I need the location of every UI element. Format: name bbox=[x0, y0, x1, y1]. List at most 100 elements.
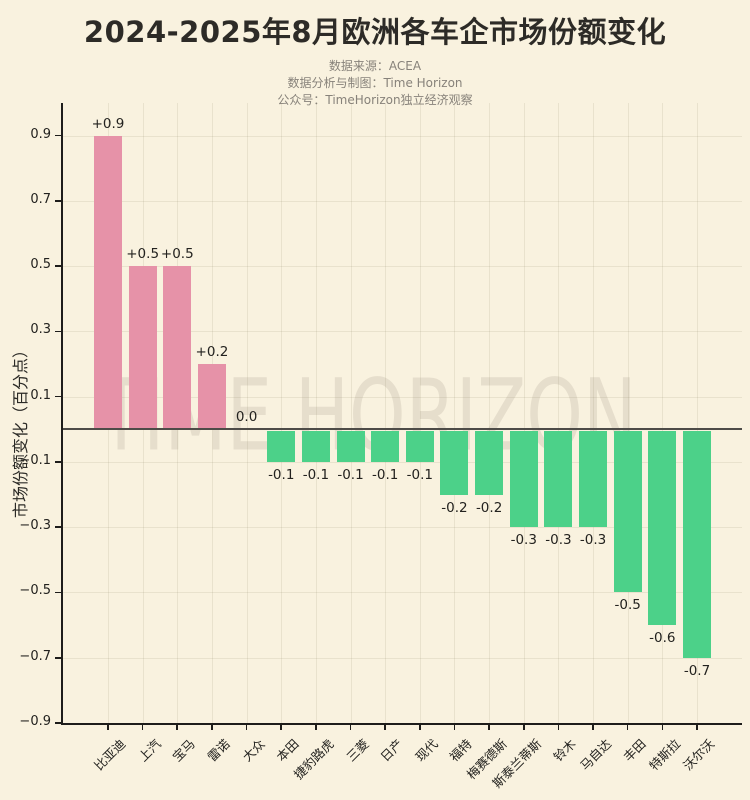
x-tick-label: 马自达 bbox=[576, 736, 614, 774]
v-gridline bbox=[419, 103, 421, 723]
bar-value-label: +0.9 bbox=[91, 115, 125, 132]
bar-negative bbox=[579, 431, 608, 528]
x-tick-mark bbox=[696, 725, 698, 730]
bar-value-label: -0.1 bbox=[268, 466, 295, 483]
v-gridline bbox=[662, 103, 664, 723]
x-tick-mark bbox=[211, 725, 213, 730]
h-gridline bbox=[63, 331, 742, 333]
bar-positive bbox=[94, 135, 122, 430]
bar-value-label: -0.2 bbox=[441, 499, 468, 516]
x-tick-label: 三菱 bbox=[342, 736, 372, 765]
x-tick-label: 雷诺 bbox=[204, 736, 233, 765]
x-tick-mark bbox=[176, 725, 179, 730]
x-tick-mark bbox=[349, 725, 352, 730]
x-tick-mark bbox=[315, 725, 317, 730]
bar-value-label: -0.2 bbox=[475, 499, 503, 516]
bar-positive bbox=[197, 364, 226, 430]
x-tick-mark bbox=[245, 725, 248, 730]
v-gridline bbox=[385, 103, 387, 723]
v-gridline bbox=[246, 103, 248, 723]
subtitle-source: 数据来源：ACEA bbox=[328, 59, 422, 73]
v-gridline bbox=[627, 103, 629, 723]
y-tick-mark bbox=[55, 265, 61, 267]
bar-negative bbox=[440, 431, 469, 495]
y-tick-mark bbox=[55, 591, 61, 594]
x-tick-label: 宝马 bbox=[169, 736, 199, 765]
bar-value-label: -0.1 bbox=[372, 466, 399, 483]
bar-negative bbox=[509, 431, 538, 528]
y-tick-mark bbox=[55, 656, 61, 659]
bar-value-label: -0.5 bbox=[614, 597, 641, 614]
h-gridline bbox=[63, 396, 742, 398]
bar-value-label: -0.1 bbox=[337, 466, 364, 483]
y-tick-mark bbox=[55, 526, 61, 528]
x-tick-label: 特斯拉 bbox=[645, 736, 684, 774]
y-axis-label: 市场份额变化（百分点） bbox=[11, 341, 30, 519]
x-tick-label: 比亚迪 bbox=[91, 736, 129, 774]
v-gridline bbox=[558, 103, 560, 723]
bar-positive bbox=[163, 266, 192, 430]
y-tick-label: −0.1 bbox=[19, 452, 51, 468]
y-tick-label: 0.9 bbox=[30, 126, 51, 142]
x-tick-label: 日产 bbox=[377, 736, 406, 765]
chart-title: 2024-2025年8月欧洲各车企市场份额变化 bbox=[83, 15, 667, 49]
bar-positive bbox=[128, 266, 157, 430]
x-tick-mark bbox=[107, 725, 109, 730]
x-tick-label: 上汽 bbox=[135, 736, 164, 765]
x-tick-mark bbox=[384, 725, 386, 730]
v-gridline bbox=[315, 103, 317, 723]
x-tick-label: 现代 bbox=[412, 736, 441, 765]
y-tick-label: 0.5 bbox=[30, 257, 51, 273]
x-tick-mark bbox=[453, 725, 456, 730]
bar-negative bbox=[267, 431, 296, 462]
x-tick-mark bbox=[280, 725, 283, 730]
h-gridline bbox=[63, 592, 742, 594]
y-tick-label: 0.1 bbox=[30, 387, 51, 403]
bar-negative bbox=[336, 431, 365, 462]
h-gridline bbox=[63, 527, 742, 529]
v-gridline bbox=[489, 103, 491, 723]
y-tick-mark bbox=[55, 722, 61, 724]
y-tick-mark bbox=[55, 330, 61, 333]
chart-subtitle: 数据来源：ACEA 数据分析与制图：Time Horizon 公众号：TimeH… bbox=[0, 58, 750, 109]
y-tick-label: −0.3 bbox=[19, 518, 51, 534]
bar-negative bbox=[475, 431, 504, 495]
bar-negative bbox=[544, 431, 573, 528]
y-tick-label: −0.7 bbox=[19, 648, 51, 664]
x-tick-label: 沃尔沃 bbox=[680, 736, 718, 774]
h-gridline bbox=[63, 266, 742, 268]
bar-value-label: -0.1 bbox=[302, 466, 330, 483]
x-axis-spine bbox=[61, 723, 742, 725]
bar-negative bbox=[371, 431, 400, 462]
h-gridline bbox=[63, 200, 742, 202]
y-tick-mark bbox=[55, 134, 61, 137]
y-tick-mark bbox=[55, 395, 61, 398]
bar-value-label: 0.0 bbox=[235, 409, 258, 426]
h-gridline bbox=[63, 461, 742, 463]
x-tick-mark bbox=[557, 725, 560, 730]
bar-value-label: -0.3 bbox=[545, 532, 572, 549]
bar-negative bbox=[613, 431, 642, 593]
x-tick-mark bbox=[522, 725, 525, 730]
bar-value-label: +0.5 bbox=[160, 246, 194, 263]
v-gridline bbox=[593, 103, 595, 723]
v-gridline bbox=[454, 103, 456, 723]
bar-value-label: +0.5 bbox=[126, 246, 160, 263]
y-tick-mark bbox=[55, 200, 61, 202]
y-tick-mark bbox=[55, 461, 61, 463]
bar-value-label: +0.2 bbox=[195, 344, 229, 361]
x-tick-mark bbox=[488, 725, 490, 730]
x-tick-mark bbox=[661, 725, 664, 730]
y-tick-label: 0.7 bbox=[30, 191, 51, 207]
x-tick-mark bbox=[419, 725, 421, 730]
x-tick-mark bbox=[626, 725, 629, 730]
bar-value-label: -0.1 bbox=[406, 466, 433, 483]
zero-line bbox=[63, 428, 742, 431]
bar-value-label: -0.3 bbox=[579, 532, 607, 549]
v-gridline bbox=[697, 103, 698, 723]
bar-negative bbox=[405, 431, 434, 462]
bar-negative bbox=[648, 431, 677, 626]
chart-header: 2024-2025年8月欧洲各车企市场份额变化 数据来源：ACEA 数据分析与制… bbox=[0, 9, 750, 109]
bar-value-label: -0.6 bbox=[649, 630, 676, 647]
